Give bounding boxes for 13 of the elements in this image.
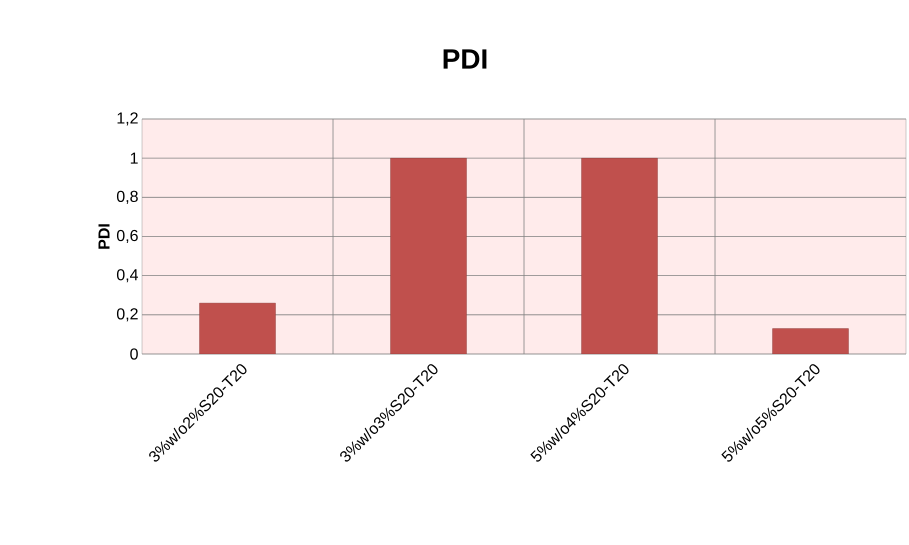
bar (772, 328, 849, 354)
chart-title: PDI (444, 49, 486, 69)
y-tick-label: 0,6 (116, 230, 138, 244)
y-tick-label: 0 (130, 348, 138, 360)
bar (390, 158, 467, 354)
y-tick-label: 0,8 (116, 190, 138, 204)
bar (581, 158, 658, 354)
y-tick-label: 1 (130, 152, 138, 164)
y-tick-label: 0,2 (116, 308, 138, 322)
y-axis-title: PDI (98, 224, 110, 249)
y-tick-label: 0,4 (116, 269, 138, 282)
y-tick-label: 1,2 (118, 112, 138, 126)
bar (199, 302, 276, 354)
